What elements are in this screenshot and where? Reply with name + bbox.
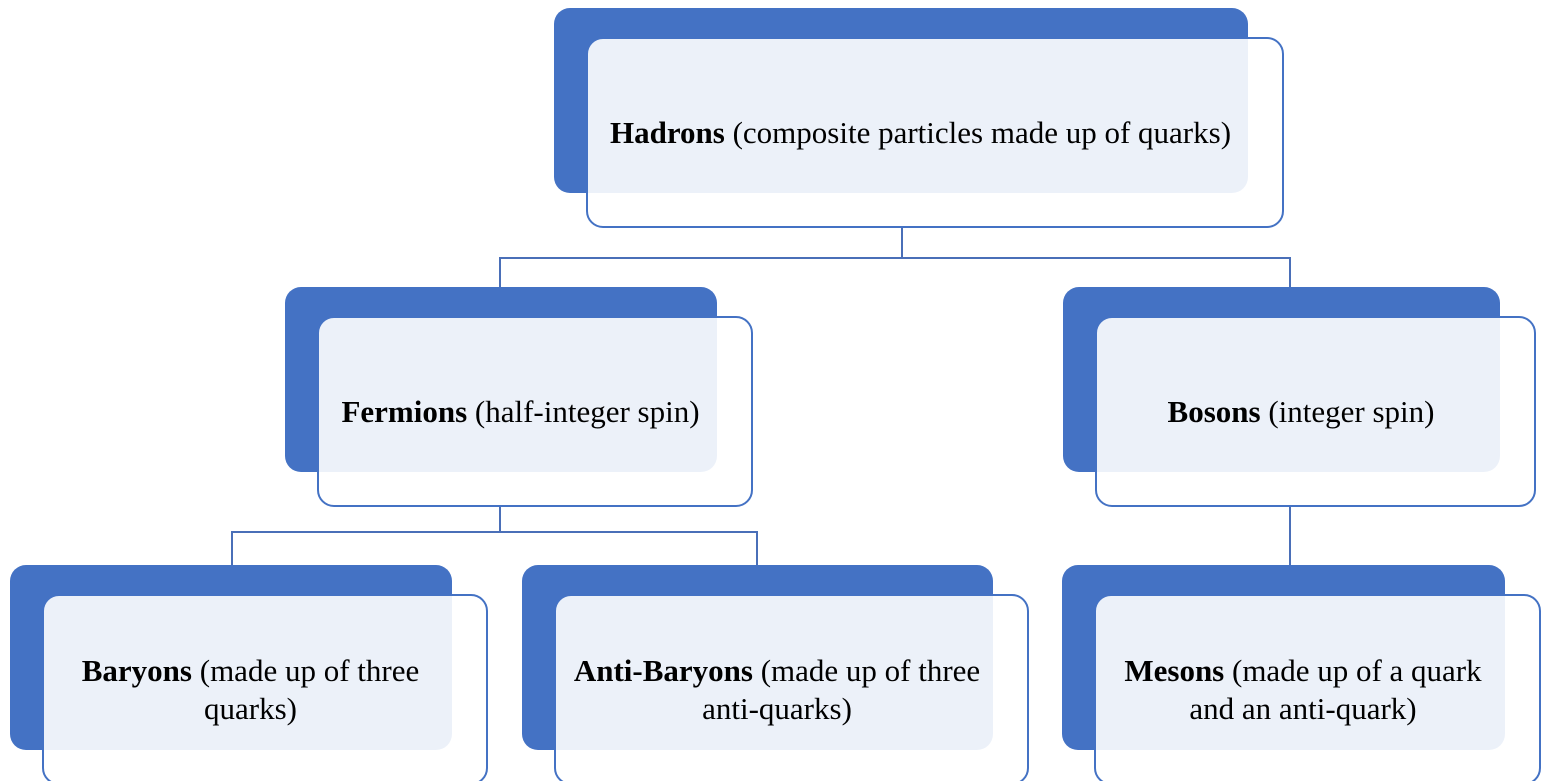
node-desc: (integer spin)	[1268, 393, 1435, 429]
connectors	[231, 228, 1291, 565]
node-bold: Baryons	[81, 652, 192, 688]
node-front	[1094, 594, 1541, 781]
connector	[231, 531, 758, 565]
node-bold: Fermions	[341, 393, 468, 429]
node-label: Bosons (integer spin)	[1106, 317, 1496, 506]
node-front	[317, 316, 753, 507]
node-front	[586, 37, 1284, 228]
node-bold: Hadrons	[609, 114, 725, 150]
node-text: Bosons (integer spin)	[1168, 393, 1435, 431]
node-front	[42, 594, 488, 781]
node-desc: (made up of three quarks)	[199, 652, 420, 726]
node-front	[554, 594, 1029, 781]
node-desc: (made up of three anti-quarks)	[702, 652, 981, 726]
node-text: Hadrons (composite particles made up of …	[610, 114, 1231, 152]
node-front	[1095, 316, 1536, 507]
node-desc: (made up of a quark and an anti-quark)	[1189, 652, 1482, 726]
node-text: Anti-Baryons (made up of three anti-quar…	[569, 652, 985, 728]
node-bold: Anti-Baryons	[573, 652, 753, 688]
node-label: Anti-Baryons (made up of three anti-quar…	[565, 595, 989, 781]
node-text: Mesons (made up of a quark and an anti-q…	[1109, 652, 1497, 728]
node-label: Mesons (made up of a quark and an anti-q…	[1105, 595, 1501, 781]
node-bold: Bosons	[1167, 393, 1261, 429]
node-desc: (half-integer spin)	[474, 393, 700, 429]
node-text: Fermions (half-integer spin)	[341, 393, 699, 431]
connector	[499, 257, 1291, 287]
node-label: Baryons (made up of three quarks)	[53, 595, 448, 781]
node-desc: (composite particles made up of quarks)	[732, 114, 1232, 150]
node-label: Fermions (half-integer spin)	[328, 317, 713, 506]
node-text: Baryons (made up of three quarks)	[57, 652, 444, 728]
node-label: Hadrons (composite particles made up of …	[597, 38, 1244, 227]
node-bold: Mesons	[1124, 652, 1225, 688]
